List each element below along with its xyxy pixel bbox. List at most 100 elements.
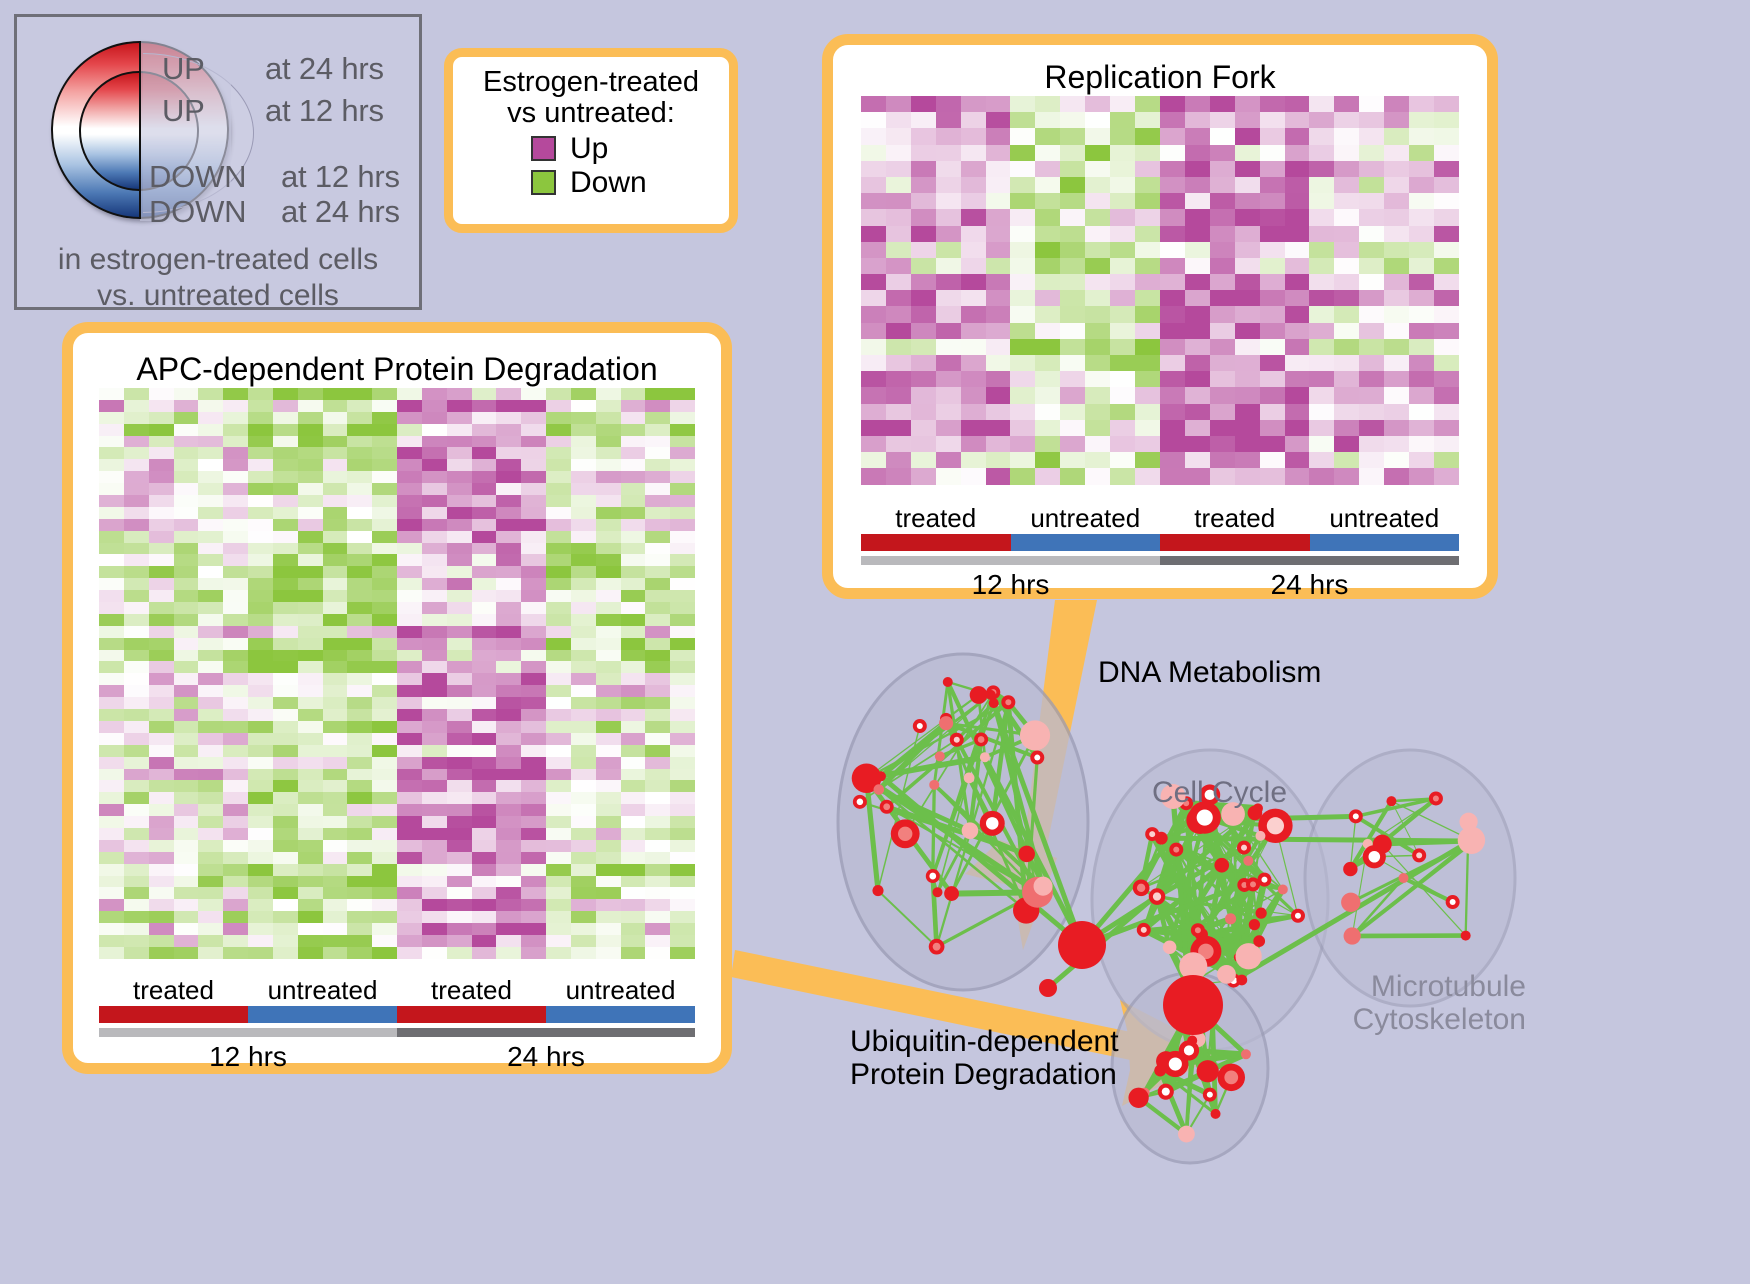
network-node[interactable] [1458, 827, 1485, 854]
network-node[interactable] [1001, 695, 1015, 709]
network-node[interactable] [1363, 845, 1386, 868]
network-node[interactable] [1349, 809, 1363, 823]
network-node[interactable] [970, 686, 988, 704]
heatmap-cell [298, 887, 323, 899]
network-node[interactable] [943, 677, 953, 687]
network-node[interactable] [913, 719, 927, 733]
network-node[interactable] [1217, 965, 1236, 984]
network-node[interactable] [891, 819, 920, 848]
network-node[interactable] [1461, 931, 1471, 941]
network-node[interactable] [939, 716, 953, 730]
network-node[interactable] [880, 800, 894, 814]
network-node[interactable] [1429, 791, 1443, 805]
network-node[interactable] [974, 732, 988, 746]
heatmap-cell [124, 721, 149, 733]
network-node[interactable] [1149, 888, 1166, 905]
network-node[interactable] [1235, 943, 1261, 969]
heatmap-cell [149, 554, 174, 566]
heatmap-cell [621, 876, 646, 888]
network-node[interactable] [1187, 1035, 1197, 1045]
heatmap-cell [198, 697, 223, 709]
network-node[interactable] [926, 869, 940, 883]
network-node[interactable] [944, 886, 959, 901]
heatmap-cell [397, 602, 422, 614]
heatmap-cell [99, 852, 124, 864]
network-node[interactable] [1214, 858, 1229, 873]
node-disc [1344, 927, 1361, 944]
node-disc [1255, 831, 1265, 841]
network-node[interactable] [1034, 877, 1053, 896]
network-node[interactable] [1154, 1065, 1166, 1077]
network-node[interactable] [929, 780, 939, 790]
network-node[interactable] [1236, 975, 1247, 986]
heatmap-cell [1210, 193, 1235, 209]
network-node[interactable] [872, 885, 883, 896]
heatmap-cell [422, 769, 447, 781]
network-node[interactable] [1249, 919, 1260, 930]
network-node[interactable] [1343, 862, 1357, 876]
network-node[interactable] [1412, 848, 1426, 862]
node-inner-core [929, 873, 936, 880]
network-node[interactable] [1163, 975, 1223, 1035]
network-node[interactable] [1256, 908, 1267, 919]
network-node[interactable] [1211, 1109, 1221, 1119]
heatmap-cell [347, 876, 372, 888]
network-node[interactable] [932, 887, 942, 897]
network-node[interactable] [1344, 927, 1361, 944]
network-node[interactable] [1039, 979, 1057, 997]
heatmap-cell [323, 471, 348, 483]
network-node[interactable] [1197, 1060, 1219, 1082]
heatmap-cell [124, 685, 149, 697]
network-node[interactable] [1253, 935, 1265, 947]
network-node[interactable] [1158, 1084, 1174, 1100]
network-node[interactable] [1386, 796, 1396, 806]
network-node[interactable] [1278, 884, 1288, 894]
network-node[interactable] [986, 690, 996, 700]
network-node[interactable] [1225, 913, 1236, 924]
node-inner-core [986, 817, 998, 829]
heatmap-cell [911, 177, 936, 193]
heatmap-cell [911, 371, 936, 387]
network-node[interactable] [1163, 940, 1177, 954]
network-node[interactable] [929, 939, 945, 955]
heatmap-cell [1010, 387, 1035, 403]
network-node[interactable] [1446, 895, 1460, 909]
heatmap-cell [1359, 226, 1384, 242]
network-node[interactable] [1203, 1088, 1217, 1102]
network-node[interactable] [980, 811, 1005, 836]
network-node[interactable] [1137, 923, 1151, 937]
heatmap-cell [149, 614, 174, 626]
network-node[interactable] [1133, 879, 1150, 896]
network-node[interactable] [1020, 720, 1050, 750]
network-node[interactable] [1291, 909, 1305, 923]
network-node[interactable] [1255, 831, 1265, 841]
network-node[interactable] [935, 751, 945, 761]
heatmap-cell [447, 459, 472, 471]
network-node[interactable] [1145, 827, 1159, 841]
network-node[interactable] [1030, 751, 1044, 765]
network-node[interactable] [853, 795, 867, 809]
heatmap-cell [422, 685, 447, 697]
heatmap-cell [1085, 193, 1110, 209]
heatmap-cell [1384, 290, 1409, 306]
network-node[interactable] [1243, 856, 1253, 866]
network-node[interactable] [1191, 923, 1205, 937]
network-node[interactable] [950, 733, 964, 747]
network-node[interactable] [1341, 893, 1360, 912]
network-node[interactable] [1178, 1126, 1195, 1143]
network-node[interactable] [1257, 873, 1271, 887]
network-node[interactable] [874, 784, 885, 795]
network-node[interactable] [1018, 846, 1035, 863]
heatmap-cell [496, 519, 521, 531]
network-node[interactable] [1058, 921, 1106, 969]
network-node[interactable] [1169, 843, 1183, 857]
network-node[interactable] [1398, 873, 1408, 883]
network-node[interactable] [1241, 1049, 1251, 1059]
network-node[interactable] [980, 752, 990, 762]
network-node[interactable] [1237, 841, 1251, 855]
heatmap-replication-fork [861, 96, 1459, 485]
network-node[interactable] [1217, 1064, 1245, 1092]
network-node[interactable] [962, 822, 979, 839]
heatmap-cell [1185, 226, 1210, 242]
network-node[interactable] [964, 773, 975, 784]
